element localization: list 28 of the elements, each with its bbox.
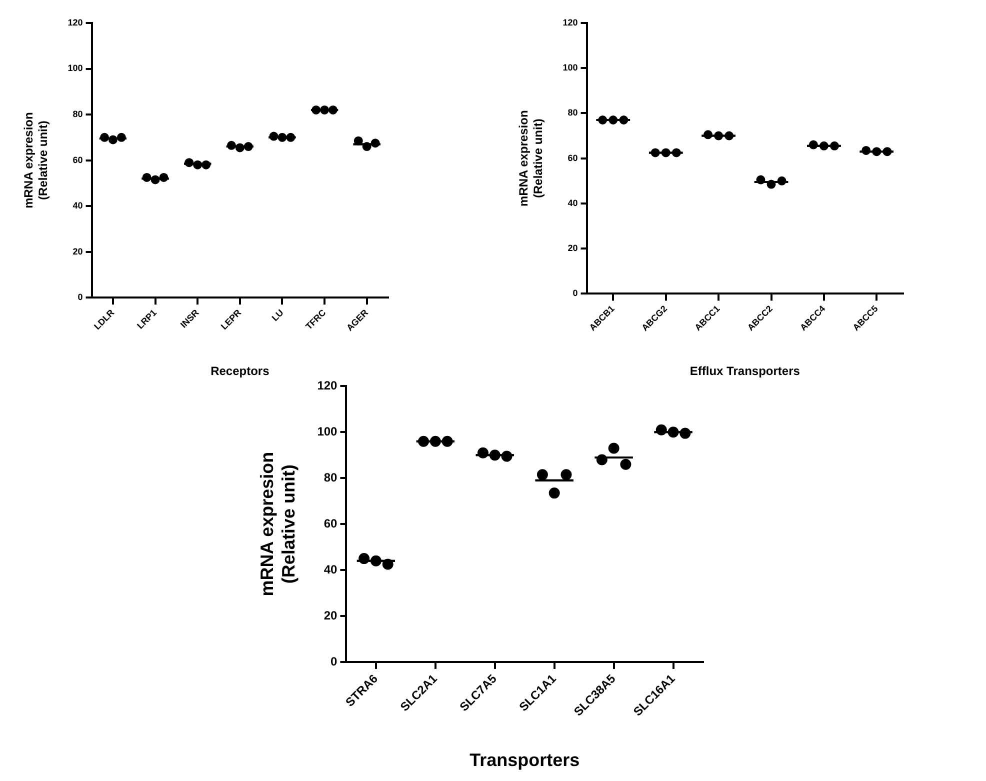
y-tick-label: 80 [72,109,83,120]
y-axis-title: mRNA expresion (Relative unit) [22,112,50,208]
x-axis-title: Efflux Transporters [690,364,800,378]
y-tick-label: 80 [568,108,578,118]
y-tick-label: 60 [324,516,338,530]
y-tick-label: 0 [572,288,578,298]
y-tick-label: 80 [324,470,338,484]
y-tick-label: 40 [568,198,578,208]
y-axis-title: mRNA expresion (Relative unit) [256,452,298,596]
y-tick-label: 100 [68,63,83,74]
y-tick-label: 20 [568,243,578,254]
x-tick-label: LU [270,307,286,324]
y-tick-label: 60 [72,154,83,165]
y-tick-label: 100 [562,62,578,73]
y-tick-label: 20 [324,608,338,622]
y-tick-label: 60 [568,152,578,163]
y-tick-label: 120 [562,17,578,28]
y-axis-title: mRNA expresion (Relative unit) [516,110,545,206]
y-tick-label: 120 [68,17,83,28]
y-tick-label: 120 [317,378,338,393]
y-tick-label: 40 [324,562,338,576]
y-tick-label: 20 [72,246,83,256]
x-axis-title: Transporters [470,750,580,770]
y-tick-label: 0 [78,292,83,302]
y-tick-label: 0 [330,654,338,668]
y-tick-label: 40 [72,200,83,211]
x-axis-title: Receptors [210,364,270,378]
y-tick-label: 100 [317,424,338,438]
